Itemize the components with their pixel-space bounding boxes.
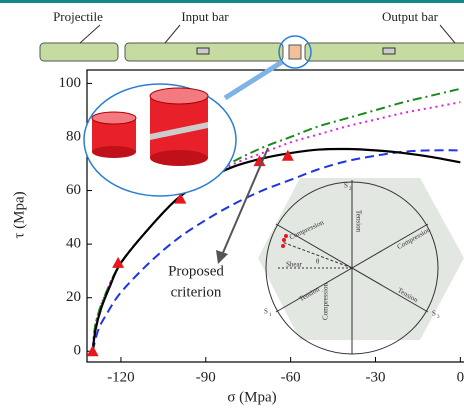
y-tick-label: 0 <box>74 343 82 359</box>
x-tick-label: -120 <box>107 369 135 385</box>
page: Projectile Input bar Output bar 0 20 40 60 8… <box>0 0 464 412</box>
y-tick-label: 40 <box>66 236 81 252</box>
diagram-label: S <box>344 182 348 190</box>
diagram-label: 1 <box>269 313 272 318</box>
diagram-label: Compression <box>322 283 330 320</box>
diagram-label: S <box>432 310 436 318</box>
y-tick-label: 20 <box>66 289 81 305</box>
y-tick-label: 100 <box>59 75 82 91</box>
x-tick-label: -30 <box>365 369 385 385</box>
annotation: Proposed <box>168 263 224 279</box>
bar-label: Output bar <box>382 9 439 24</box>
diagram-label: S <box>264 308 268 316</box>
y-tick-label: 80 <box>66 128 81 144</box>
specimen-inset <box>84 62 282 196</box>
diagram-label: Shear <box>286 261 303 269</box>
x-tick-label: -60 <box>281 369 301 385</box>
x-axis-label: σ (Mpa) <box>227 389 276 405</box>
annotation-arrowhead <box>216 250 228 264</box>
x-tick-label: 0 <box>457 369 464 385</box>
y-axis-label: τ (Mpa) <box>11 191 27 238</box>
diagram-label: Tension <box>354 210 362 233</box>
x-tick-label: -90 <box>196 369 216 385</box>
bar-setup <box>40 25 464 68</box>
annotation: criterion <box>171 284 222 300</box>
diagram-label: 3 <box>437 315 440 320</box>
y-tick-label: 60 <box>66 182 81 198</box>
bar-label: Projectile <box>53 9 103 24</box>
bar-label: Input bar <box>181 9 229 24</box>
top-band <box>0 0 464 3</box>
